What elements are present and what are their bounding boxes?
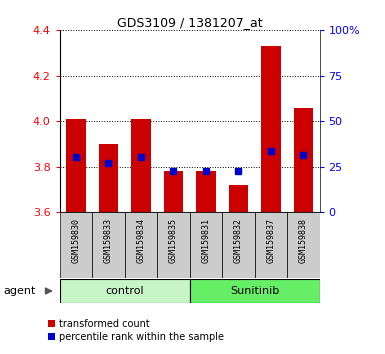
Bar	[261, 46, 281, 212]
Bar	[131, 119, 151, 212]
Bar	[60, 279, 190, 303]
Text: GSM159837: GSM159837	[266, 218, 275, 263]
Text: GSM159834: GSM159834	[136, 218, 146, 263]
Text: GSM159833: GSM159833	[104, 218, 113, 263]
Legend: transformed count, percentile rank within the sample: transformed count, percentile rank withi…	[44, 315, 228, 346]
Text: Sunitinib: Sunitinib	[230, 286, 279, 296]
Text: GSM159838: GSM159838	[299, 218, 308, 263]
Bar	[287, 212, 320, 278]
Text: GSM159835: GSM159835	[169, 218, 178, 263]
Text: GSM159830: GSM159830	[71, 218, 80, 263]
Bar	[125, 212, 157, 278]
Bar	[99, 144, 118, 212]
Bar	[66, 119, 85, 212]
Bar	[254, 212, 287, 278]
Bar	[92, 212, 125, 278]
Bar	[190, 212, 222, 278]
Bar	[229, 185, 248, 212]
Bar	[190, 279, 320, 303]
Bar	[196, 171, 216, 212]
Bar	[164, 171, 183, 212]
Bar	[222, 212, 254, 278]
Bar	[60, 212, 92, 278]
Text: control: control	[105, 286, 144, 296]
Bar	[293, 108, 313, 212]
Text: agent: agent	[4, 286, 36, 296]
Text: GSM159832: GSM159832	[234, 218, 243, 263]
Bar	[157, 212, 190, 278]
Text: GSM159831: GSM159831	[201, 218, 210, 263]
Title: GDS3109 / 1381207_at: GDS3109 / 1381207_at	[117, 16, 263, 29]
